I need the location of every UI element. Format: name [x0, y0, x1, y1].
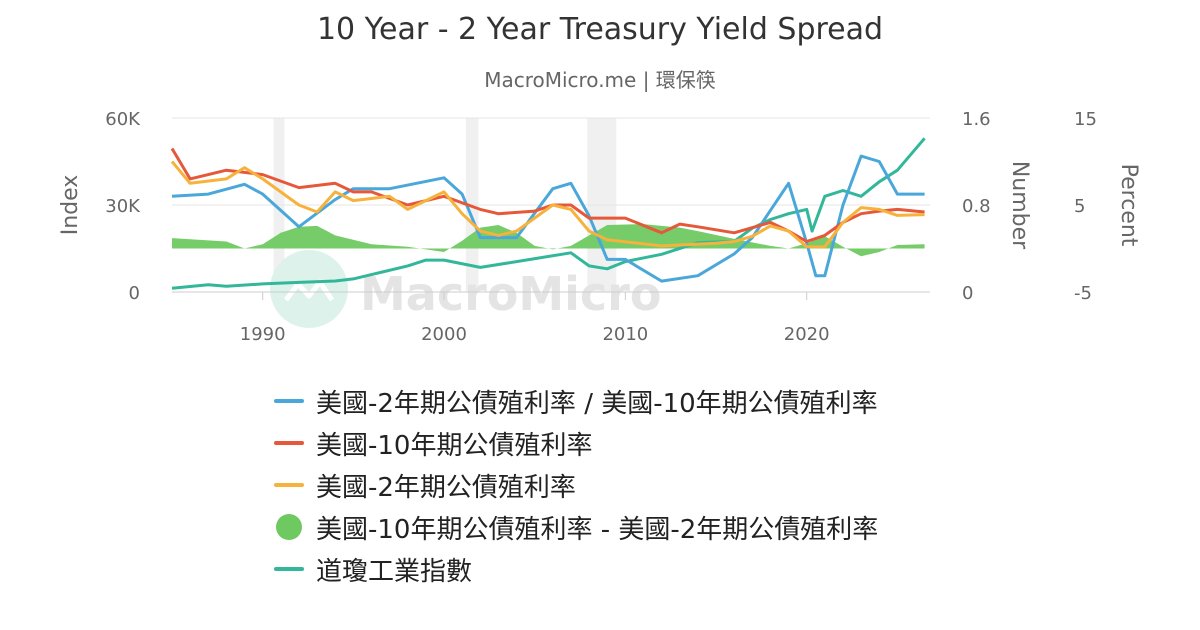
y-axis-index-title: Index	[58, 175, 83, 236]
series-spread-area	[172, 224, 925, 257]
watermark-logo-mark	[284, 279, 335, 302]
y-tick-label-index: 0	[129, 283, 140, 304]
legend-label: 道瓊工業指數	[316, 556, 473, 587]
chart-subtitle: MacroMicro.me | 環保筷	[484, 68, 716, 92]
legend-label: 美國-10年期公債殖利率	[316, 430, 593, 461]
y-axis-percent-ticks: -5 5 15	[1074, 109, 1097, 304]
series-lines-group	[170, 137, 926, 290]
watermark-text: MacroMicro	[360, 267, 661, 321]
series-2y-yield-line	[170, 160, 925, 249]
legend-label: 美國-2年期公債殖利率	[316, 472, 576, 503]
y-axis-number-ticks: 0 0.8 1.6	[962, 109, 991, 304]
series-10y-yield-line	[170, 147, 925, 243]
legend-item[interactable]: 美國-2年期公債殖利率 / 美國-10年期公債殖利率	[274, 380, 878, 422]
watermark: MacroMicro	[270, 250, 661, 328]
legend-label: 美國-10年期公債殖利率 - 美國-2年期公債殖利率	[316, 514, 879, 545]
y-axis-index-ticks: 0 30K 60K	[105, 109, 141, 304]
y-tick-label-number: 1.6	[962, 109, 991, 130]
y-tick-label-percent: 15	[1074, 109, 1097, 130]
legend-line-icon	[274, 441, 304, 445]
y-tick-label-index: 30K	[105, 196, 141, 217]
legend-item[interactable]: 美國-10年期公債殖利率	[274, 422, 878, 464]
legend: 美國-2年期公債殖利率 / 美國-10年期公債殖利率 美國-10年期公債殖利率 美國…	[274, 380, 878, 590]
legend-label: 美國-2年期公債殖利率 / 美國-10年期公債殖利率	[316, 388, 878, 419]
legend-line-icon	[274, 567, 304, 571]
y-tick-label-index: 60K	[105, 109, 141, 130]
legend-line-icon	[274, 483, 304, 487]
legend-circle-icon	[276, 514, 302, 540]
y-tick-label-number: 0.8	[962, 196, 991, 217]
series-2y-10y-ratio-line	[171, 154, 925, 283]
x-axis-ticks: 1990 2000 2010 2020	[240, 292, 830, 345]
chart-title: 10 Year - 2 Year Treasury Yield Spread	[316, 12, 884, 47]
legend-item[interactable]: 道瓊工業指數	[274, 548, 878, 590]
y-tick-label-percent: 5	[1074, 196, 1085, 217]
chart-plot-area: MacroMicro 1990 2000 2010 2020 0 30K 60K 0 0.8…	[58, 109, 1141, 345]
series-dow-jones-line	[171, 137, 926, 290]
x-tick-label: 1990	[240, 324, 286, 345]
y-axis-number-title: Number	[1007, 161, 1032, 250]
legend-item[interactable]: 美國-10年期公債殖利率 - 美國-2年期公債殖利率	[274, 506, 878, 548]
legend-line-icon	[274, 399, 304, 403]
y-axis-percent-title: Percent	[1116, 164, 1141, 247]
legend-item[interactable]: 美國-2年期公債殖利率	[274, 464, 878, 506]
y-tick-label-percent: -5	[1074, 283, 1092, 304]
y-tick-label-number: 0	[962, 283, 973, 304]
x-tick-label: 2000	[421, 324, 467, 345]
series-area-group	[172, 224, 925, 257]
x-tick-label: 2010	[602, 324, 648, 345]
watermark-logo-icon	[270, 250, 348, 328]
x-tick-label: 2020	[784, 324, 830, 345]
